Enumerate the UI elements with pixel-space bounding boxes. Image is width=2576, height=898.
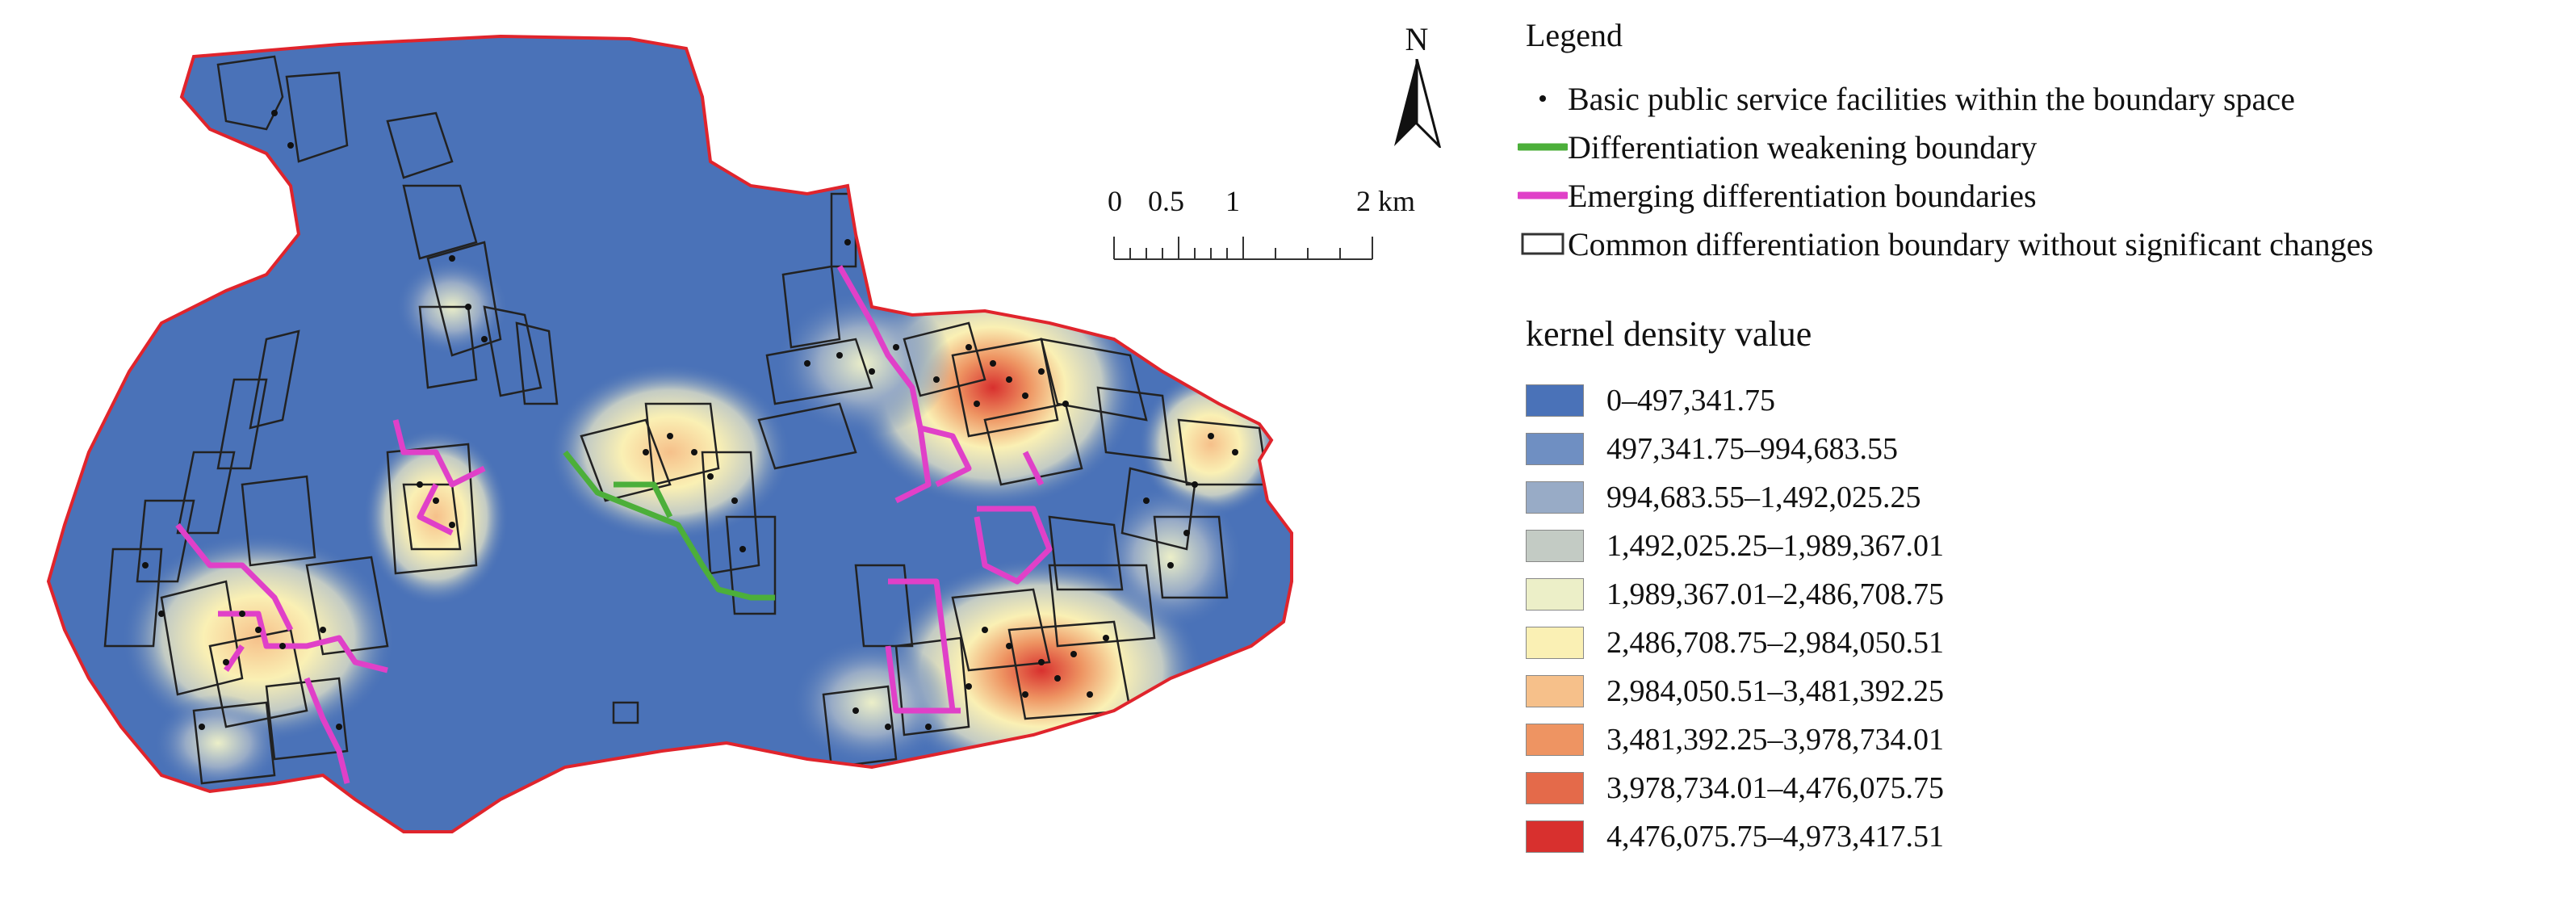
kernel-density-swatch xyxy=(1526,578,1584,611)
legend-title: Legend xyxy=(1526,17,1623,53)
green-line-icon xyxy=(1515,143,1570,151)
legend-item-label: Emerging differentiation boundaries xyxy=(1568,177,2037,214)
kernel-density-class: 2,486,708.75–2,984,050.51 xyxy=(1526,620,1944,665)
kernel-density-swatch xyxy=(1526,675,1584,707)
emerging-boundaries xyxy=(175,265,1053,784)
scale-bar: 0 0.5 1 2 km xyxy=(1106,184,1415,273)
scale-bar-graphic xyxy=(1113,237,1373,260)
legend-item-label: Basic public service facilities within t… xyxy=(1568,80,2295,117)
kernel-density-swatch xyxy=(1526,384,1584,417)
kernel-density-swatch xyxy=(1526,481,1584,514)
kernel-density-class: 0–497,341.75 xyxy=(1526,378,1775,423)
kernel-density-swatch xyxy=(1526,724,1584,756)
kernel-density-label: 497,341.75–994,683.55 xyxy=(1606,432,1898,466)
kernel-density-class: 3,978,734.01–4,476,075.75 xyxy=(1526,766,1944,811)
common-boundaries xyxy=(103,55,1269,785)
kernel-density-class: 497,341.75–994,683.55 xyxy=(1526,426,1898,472)
kernel-density-swatch xyxy=(1526,433,1584,465)
legend-item-facilities: Basic public service facilities within t… xyxy=(1518,74,2295,123)
legend-item-label: Common differentiation boundary without … xyxy=(1568,225,2373,262)
legend-item-weakening: Differentiation weakening boundary xyxy=(1515,123,2038,171)
kernel-density-class: 1,492,025.25–1,989,367.01 xyxy=(1526,523,1944,569)
kernel-density-class: 4,476,075.75–4,973,417.51 xyxy=(1526,814,1944,859)
kernel-density-swatch xyxy=(1526,772,1584,804)
kernel-density-class: 1,989,367.01–2,486,708.75 xyxy=(1526,572,1944,617)
magenta-line-icon xyxy=(1515,191,1570,199)
kernel-density-label: 3,481,392.25–3,978,734.01 xyxy=(1606,723,1944,757)
north-arrow: N xyxy=(1384,20,1449,149)
kernel-density-label: 994,683.55–1,492,025.25 xyxy=(1606,480,1921,514)
kernel-density-swatch xyxy=(1526,530,1584,562)
north-label: N xyxy=(1405,21,1429,57)
kernel-density-label: 1,989,367.01–2,486,708.75 xyxy=(1606,577,1944,611)
kernel-density-label: 3,978,734.01–4,476,075.75 xyxy=(1606,771,1944,805)
kernel-density-class: 2,984,050.51–3,481,392.25 xyxy=(1526,669,1944,714)
kernel-density-label: 2,984,050.51–3,481,392.25 xyxy=(1606,674,1944,708)
facility-point-icon xyxy=(1539,95,1546,102)
kernel-density-label: 1,492,025.25–1,989,367.01 xyxy=(1606,529,1944,563)
legend-item-common: Common differentiation boundary without … xyxy=(1518,220,2373,268)
kernel-density-map xyxy=(47,35,1293,833)
legend-item-emerging: Emerging differentiation boundaries xyxy=(1515,171,2037,220)
scale-tick-05: 0.5 xyxy=(1148,185,1184,217)
kernel-density-label: 4,476,075.75–4,973,417.51 xyxy=(1606,820,1944,854)
scale-tick-2: 2 km xyxy=(1356,185,1416,217)
kernel-density-class: 3,481,392.25–3,978,734.01 xyxy=(1526,717,1944,762)
north-arrow-icon xyxy=(1394,59,1442,148)
kernel-density-label: 0–497,341.75 xyxy=(1606,384,1775,418)
kernel-density-swatch xyxy=(1526,627,1584,659)
outline-box-icon xyxy=(1521,233,1564,255)
kernel-density-title: kernel density value xyxy=(1526,314,1812,354)
scale-tick-0: 0 xyxy=(1108,185,1122,217)
kernel-density-class: 994,683.55–1,492,025.25 xyxy=(1526,475,1921,520)
kernel-density-label: 2,486,708.75–2,984,050.51 xyxy=(1606,626,1944,660)
scale-tick-1: 1 xyxy=(1225,185,1240,217)
weakening-boundaries xyxy=(563,450,775,601)
legend-item-label: Differentiation weakening boundary xyxy=(1568,128,2038,166)
kernel-density-swatch xyxy=(1526,820,1584,853)
